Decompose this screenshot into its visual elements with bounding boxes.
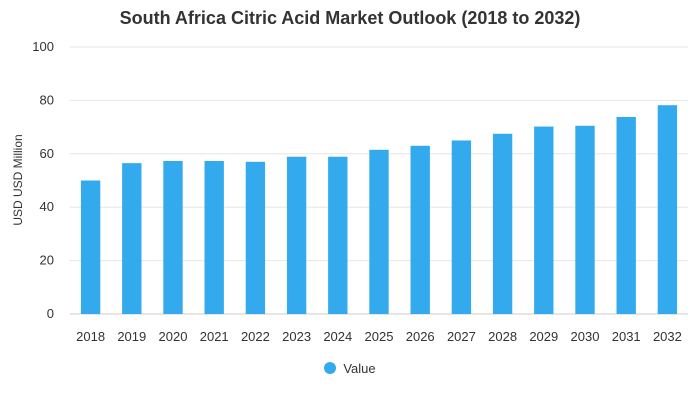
bar[interactable] — [534, 126, 554, 314]
x-tick-label: 2022 — [241, 329, 270, 344]
legend-marker — [324, 362, 337, 374]
bar[interactable] — [575, 125, 595, 314]
bar[interactable] — [616, 116, 636, 314]
bar[interactable] — [163, 161, 183, 314]
x-tick-label: 2020 — [159, 329, 188, 344]
x-tick-label: 2032 — [653, 329, 682, 344]
bar[interactable] — [245, 161, 266, 314]
bar[interactable] — [492, 133, 513, 314]
bar[interactable] — [451, 140, 472, 314]
x-tick-label: 2030 — [571, 329, 600, 344]
x-tick-label: 2026 — [406, 329, 435, 344]
y-tick-label: 100 — [32, 39, 54, 54]
x-tick-label: 2021 — [200, 329, 229, 344]
x-tick-label: 2024 — [323, 329, 352, 344]
x-tick-label: 2019 — [117, 329, 146, 344]
legend-label: Value — [343, 361, 376, 376]
bar[interactable] — [657, 105, 678, 315]
bar[interactable] — [410, 145, 430, 314]
bar[interactable] — [369, 149, 389, 314]
chart-title: South Africa Citric Acid Market Outlook … — [119, 8, 581, 28]
y-tick-label: 80 — [40, 92, 54, 107]
y-tick-label: 0 — [47, 306, 54, 321]
x-tick-label: 2031 — [612, 329, 641, 344]
y-tick-label: 40 — [40, 199, 54, 214]
y-tick-label: 20 — [40, 253, 54, 268]
bar[interactable] — [80, 180, 101, 315]
bar[interactable] — [328, 156, 348, 314]
legend[interactable]: Value — [0, 361, 700, 376]
bar[interactable] — [122, 163, 142, 314]
y-axis-label: USD USD Million — [11, 134, 25, 225]
x-tick-label: 2029 — [529, 329, 558, 344]
bar[interactable] — [286, 156, 307, 314]
bar[interactable] — [204, 161, 224, 314]
x-tick-label: 2018 — [76, 329, 105, 344]
x-tick-label: 2027 — [447, 329, 476, 344]
x-tick-label: 2028 — [488, 329, 517, 344]
x-tick-label: 2025 — [365, 329, 394, 344]
y-tick-label: 60 — [40, 146, 54, 161]
x-tick-label: 2023 — [282, 329, 311, 344]
